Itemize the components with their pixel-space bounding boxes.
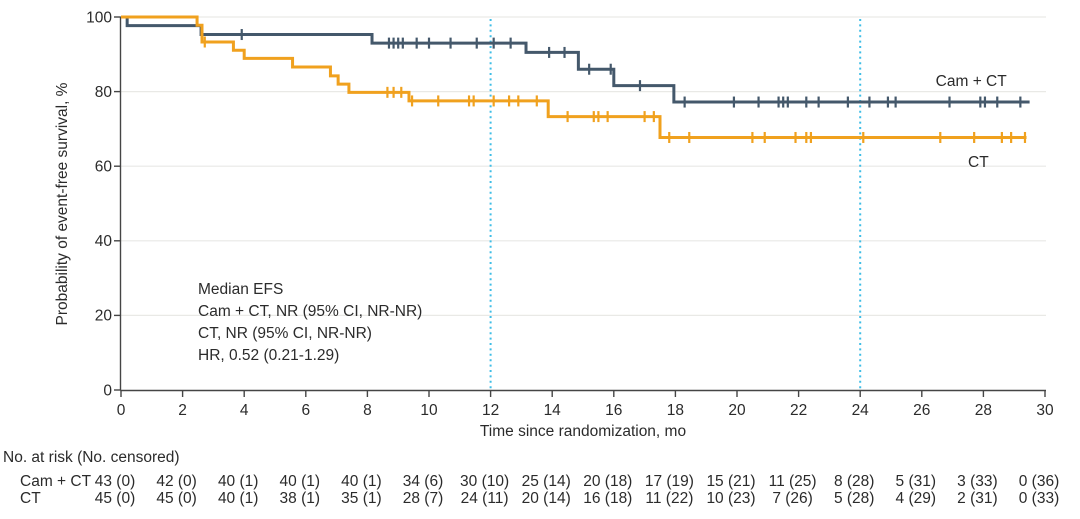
x-tick-label: 26	[913, 402, 930, 419]
x-tick-label: 10	[420, 402, 438, 419]
risk-cell: 11 (22)	[645, 490, 693, 507]
series-ct: CT	[121, 15, 1027, 171]
risk-cell: 35 (1)	[341, 490, 382, 507]
risk-cell: 15 (21)	[706, 473, 755, 490]
risk-cell: 45 (0)	[95, 490, 136, 507]
risk-cell: 2 (31)	[957, 490, 998, 507]
annotation-line: HR, 0.52 (0.21-1.29)	[198, 347, 339, 364]
risk-table-header: No. at risk (No. censored)	[3, 449, 180, 466]
x-tick-label: 2	[178, 402, 187, 419]
risk-cell: 43 (0)	[95, 473, 136, 490]
x-tick-labels: 0 2 4 6 8 10 12 14 16 18 20 22 24 26 28 30	[117, 402, 1054, 419]
risk-table: No. at risk (No. censored) Cam + CT 43 (0)…	[3, 449, 1059, 507]
x-tick-label: 16	[605, 402, 622, 419]
risk-cell: 24 (11)	[461, 490, 509, 507]
risk-cell: 45 (0)	[156, 490, 197, 507]
annotation-line: Cam + CT, NR (95% CI, NR-NR)	[198, 303, 422, 320]
risk-cell: 0 (33)	[1019, 490, 1060, 507]
x-tick-label: 24	[852, 402, 870, 419]
survival-curve-cam-ct	[121, 15, 1030, 104]
x-tick-label: 4	[240, 402, 249, 419]
series-label-cam-ct: Cam + CT	[936, 73, 1008, 90]
risk-cell: 34 (6)	[403, 473, 444, 490]
risk-cell: 11 (25)	[769, 473, 817, 490]
x-tick-label: 0	[117, 402, 126, 419]
risk-cell: 42 (0)	[156, 473, 197, 490]
risk-cell: 7 (26)	[772, 490, 813, 507]
series-label-ct: CT	[968, 154, 989, 171]
risk-cell: 3 (33)	[957, 473, 998, 490]
risk-cell: 30 (10)	[460, 473, 509, 490]
series-cam-ct: Cam + CT	[121, 15, 1030, 108]
y-tick-label: 100	[86, 9, 112, 26]
annotation-block: Median EFS Cam + CT, NR (95% CI, NR-NR) CT…	[198, 281, 422, 364]
risk-row-label: Cam + CT	[20, 473, 92, 490]
risk-cell: 40 (1)	[218, 473, 259, 490]
risk-cell: 38 (1)	[280, 490, 321, 507]
x-axis-title: Time since randomization, mo	[480, 423, 686, 440]
risk-cell: 5 (31)	[896, 473, 937, 490]
risk-cell: 5 (28)	[834, 490, 875, 507]
risk-row-label: CT	[20, 490, 41, 507]
survival-curve-ct	[121, 15, 1027, 139]
y-tick-label: 40	[95, 233, 113, 250]
risk-cell: 40 (1)	[341, 473, 382, 490]
risk-cell: 8 (28)	[834, 473, 875, 490]
y-tick-label: 0	[103, 382, 112, 399]
risk-cell: 28 (7)	[403, 490, 444, 507]
x-tick-label: 6	[301, 402, 310, 419]
y-tick-labels: 0 20 40 60 80 100	[86, 9, 112, 399]
annotation-line: Median EFS	[198, 281, 283, 298]
risk-cell: 25 (14)	[522, 473, 571, 490]
risk-cell: 16 (18)	[583, 490, 632, 507]
x-tick-label: 8	[363, 402, 372, 419]
x-tick-label: 28	[975, 402, 992, 419]
x-tick-label: 12	[482, 402, 499, 419]
risk-table-row-cam-ct: Cam + CT 43 (0) 42 (0) 40 (1) 40 (1) 40 (1) 34…	[20, 473, 1059, 490]
x-tick-label: 14	[544, 402, 562, 419]
risk-cell: 40 (1)	[280, 473, 321, 490]
x-tick-label: 22	[790, 402, 807, 419]
axes	[114, 16, 1046, 397]
y-tick-label: 20	[95, 308, 113, 325]
risk-cell: 20 (14)	[522, 490, 571, 507]
x-tick-label: 30	[1036, 402, 1054, 419]
y-axis-title: Probability of event-free survival, %	[54, 82, 71, 325]
risk-cell: 4 (29)	[896, 490, 937, 507]
y-tick-label: 60	[95, 159, 113, 176]
y-tick-label: 80	[95, 84, 113, 101]
risk-cell: 20 (18)	[583, 473, 632, 490]
risk-cell: 10 (23)	[706, 490, 755, 507]
x-tick-label: 20	[728, 402, 746, 419]
annotation-line: CT, NR (95% CI, NR-NR)	[198, 325, 372, 342]
risk-table-row-ct: CT 45 (0) 45 (0) 40 (1) 38 (1) 35 (1) 28 (7) 24…	[20, 490, 1059, 507]
risk-cell: 17 (19)	[645, 473, 694, 490]
risk-cell: 40 (1)	[218, 490, 259, 507]
risk-cell: 0 (36)	[1019, 473, 1060, 490]
x-tick-label: 18	[667, 402, 684, 419]
gridlines	[121, 16, 1046, 316]
